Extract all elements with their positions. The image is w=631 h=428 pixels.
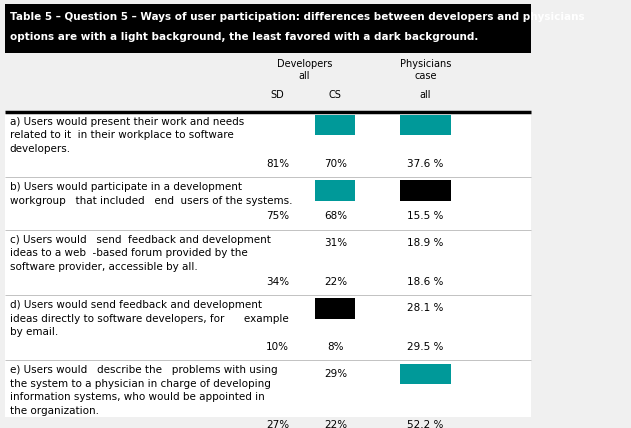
FancyBboxPatch shape bbox=[6, 53, 531, 417]
Text: 8%: 8% bbox=[327, 342, 344, 352]
Text: 18.9 %: 18.9 % bbox=[407, 238, 444, 248]
Text: 12%: 12% bbox=[323, 303, 348, 313]
FancyBboxPatch shape bbox=[400, 364, 451, 384]
Text: developers.: developers. bbox=[9, 144, 71, 154]
Text: 14.0 %: 14.0 % bbox=[405, 185, 445, 196]
Text: 10%: 10% bbox=[266, 342, 289, 352]
Text: e) Users would   describe the   problems with using: e) Users would describe the problems wit… bbox=[9, 366, 277, 375]
Text: 29%: 29% bbox=[324, 369, 347, 379]
Text: software provider, accessible by all.: software provider, accessible by all. bbox=[9, 262, 198, 272]
Text: 75%: 75% bbox=[323, 185, 348, 196]
Text: 22%: 22% bbox=[324, 276, 347, 287]
Text: 31%: 31% bbox=[324, 238, 347, 248]
FancyBboxPatch shape bbox=[400, 180, 451, 201]
Text: Physicians
case: Physicians case bbox=[399, 59, 451, 81]
Text: 37.6 %: 37.6 % bbox=[407, 158, 444, 169]
Text: 53.4 %: 53.4 % bbox=[405, 369, 445, 379]
Text: 70%: 70% bbox=[324, 158, 347, 169]
Text: by email.: by email. bbox=[9, 327, 58, 337]
Text: CS: CS bbox=[329, 90, 342, 100]
Text: 29.5 %: 29.5 % bbox=[407, 342, 444, 352]
Text: 28.1 %: 28.1 % bbox=[407, 303, 444, 313]
Text: 76%: 76% bbox=[323, 120, 348, 130]
Text: the system to a physician in charge of developing: the system to a physician in charge of d… bbox=[9, 379, 271, 389]
Text: options are with a light background, the least favored with a dark background.: options are with a light background, the… bbox=[9, 32, 478, 42]
FancyBboxPatch shape bbox=[400, 115, 451, 135]
Text: c) Users would   send  feedback and development: c) Users would send feedback and develop… bbox=[9, 235, 271, 245]
Text: 52.2 %: 52.2 % bbox=[407, 420, 444, 428]
Text: SD: SD bbox=[271, 90, 285, 100]
Text: workgroup   that included   end  users of the systems.: workgroup that included end users of the… bbox=[9, 196, 292, 205]
Text: d) Users would send feedback and development: d) Users would send feedback and develop… bbox=[9, 300, 262, 310]
Text: the organization.: the organization. bbox=[9, 406, 98, 416]
FancyBboxPatch shape bbox=[316, 298, 355, 318]
Text: 35.6 %: 35.6 % bbox=[405, 120, 445, 130]
Text: 18.6 %: 18.6 % bbox=[407, 276, 444, 287]
Text: Table 5 – Question 5 – Ways of user participation: differences between developer: Table 5 – Question 5 – Ways of user part… bbox=[9, 12, 584, 22]
Text: a) Users would present their work and needs: a) Users would present their work and ne… bbox=[9, 117, 244, 127]
Text: 27%: 27% bbox=[266, 420, 289, 428]
Text: 34%: 34% bbox=[266, 276, 289, 287]
FancyBboxPatch shape bbox=[6, 53, 531, 112]
Text: related to it  in their workplace to software: related to it in their workplace to soft… bbox=[9, 130, 233, 140]
Text: ideas to a web  -based forum provided by the: ideas to a web -based forum provided by … bbox=[9, 248, 247, 258]
Text: 68%: 68% bbox=[324, 211, 347, 221]
Text: all: all bbox=[420, 90, 431, 100]
Text: 22%: 22% bbox=[324, 420, 347, 428]
Text: Developers
all: Developers all bbox=[277, 59, 332, 81]
Text: ideas directly to software developers, for      example: ideas directly to software developers, f… bbox=[9, 314, 288, 324]
Text: 15.5 %: 15.5 % bbox=[407, 211, 444, 221]
FancyBboxPatch shape bbox=[316, 180, 355, 201]
Text: 75%: 75% bbox=[266, 211, 289, 221]
Text: 81%: 81% bbox=[266, 158, 289, 169]
Text: information systems, who would be appointed in: information systems, who would be appoin… bbox=[9, 392, 264, 402]
Text: b) Users would participate in a development: b) Users would participate in a developm… bbox=[9, 182, 242, 192]
FancyBboxPatch shape bbox=[316, 115, 355, 135]
FancyBboxPatch shape bbox=[6, 4, 531, 53]
